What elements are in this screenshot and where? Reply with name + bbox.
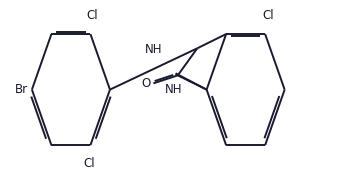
Text: Cl: Cl [86,9,98,22]
Text: NH: NH [165,83,183,96]
Text: Cl: Cl [263,9,274,22]
Text: NH: NH [145,43,162,56]
Text: Cl: Cl [83,157,94,170]
Text: Br: Br [15,83,28,96]
Text: O: O [141,77,150,90]
